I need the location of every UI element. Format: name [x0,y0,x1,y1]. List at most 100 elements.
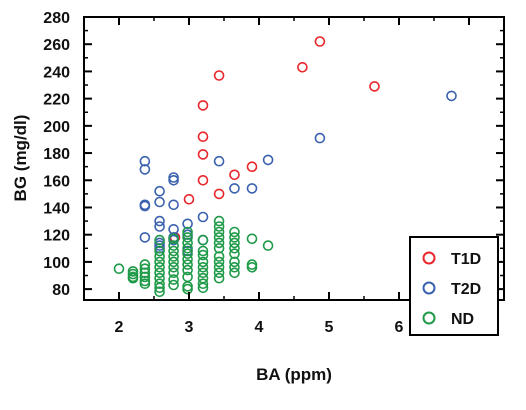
y-tick-label: 200 [43,119,70,136]
data-point-t2d [246,183,258,194]
data-point-nd [246,261,258,273]
data-point-t2d [197,211,209,223]
data-point-t2d [168,199,179,211]
data-point-nd [229,248,240,259]
data-point-nd [182,226,193,238]
data-point-t2d [139,232,151,243]
data-point-nd [168,251,179,262]
data-point-nd [154,282,165,294]
data-point-nd [139,259,151,270]
data-point-nd [182,243,193,254]
y-tick-label: 100 [43,255,70,272]
data-point-nd [154,267,165,279]
y-tick-label: 260 [43,37,70,54]
data-point-nd [154,261,165,273]
data-point-nd [213,256,225,268]
y-tick-label: 240 [43,64,70,81]
data-point-t1d [197,175,209,186]
data-point-nd [229,232,240,243]
y-tick-label: 280 [43,10,70,27]
data-point-nd [213,237,225,249]
data-point-nd [182,283,193,295]
y-tick-label: 80 [52,282,70,299]
data-point-t1d [213,188,225,200]
data-point-nd [127,272,139,284]
legend-label-nd: ND [451,311,474,328]
x-tick-label: 2 [115,319,124,336]
data-point-t2d [139,200,151,212]
data-point-t2d [262,154,274,166]
legend-label-t2d: T2D [451,281,481,298]
data-point-nd [197,249,209,261]
data-point-t2d [139,164,151,175]
data-point-nd [168,267,179,279]
data-point-nd [154,256,165,268]
data-point-nd [197,267,209,279]
data-point-t2d [154,196,165,208]
data-point-nd [168,240,179,251]
axis-ticks [83,16,505,300]
x-tick-label: 3 [185,319,194,336]
y-axis-title: BG (mg/dl) [11,115,30,202]
y-tick-label: 220 [43,92,70,109]
data-point-nd [213,267,225,279]
data-point-t1d [246,161,258,172]
data-point-t1d [197,149,209,160]
data-point-nd [213,261,225,273]
data-point-t1d [197,131,209,142]
data-point-nd [197,278,209,290]
data-point-nd [213,251,225,262]
data-point-t2d [168,172,179,183]
data-point-nd [213,232,225,243]
data-point-t2d [182,218,193,230]
data-point-t1d [183,194,195,205]
data-point-nd [213,272,225,284]
data-point-nd [182,253,193,265]
x-axis-title: BA (ppm) [256,365,332,384]
data-point-nd [139,271,151,283]
data-point-t1d [314,36,326,47]
data-point-nd [154,234,165,246]
data-point-nd [197,261,209,273]
data-point-nd [168,261,179,273]
data-point-nd [229,243,240,254]
data-point-nd [262,240,274,251]
data-point-t2d [446,90,457,102]
axis-tick-labels: 23456780100120140160180200220240260280 [43,10,473,336]
data-point-t1d [297,62,308,73]
data-point-nd [168,256,179,268]
data-point-nd [197,234,209,246]
data-point-nd [113,263,125,275]
data-point-nd [168,274,179,285]
data-point-nd [154,251,165,262]
x-tick-label: 6 [395,319,404,336]
legend-label-t1d: T1D [451,251,481,268]
data-point-t1d [229,169,240,181]
y-tick-label: 180 [43,146,70,163]
data-point-nd [182,237,193,249]
data-point-t2d [213,155,225,167]
series-t1d [169,36,380,243]
data-point-t2d [229,183,240,194]
data-point-nd [168,233,179,245]
data-point-nd [154,286,165,298]
data-point-nd [229,256,240,268]
data-point-nd [246,233,258,245]
data-point-t1d [213,70,225,81]
series-t2d [139,90,457,257]
data-point-nd [154,278,165,290]
data-point-nd [168,245,179,257]
x-tick-label: 4 [255,319,264,336]
legend-marker-t2d [422,281,436,295]
data-point-t1d [369,81,380,92]
data-point-t1d [197,100,209,111]
y-tick-label: 140 [43,200,70,217]
data-point-nd [229,226,240,238]
data-point-t2d [154,215,165,227]
series-nd [113,215,274,298]
data-point-nd [213,221,225,232]
data-point-nd [229,267,240,279]
data-point-t2d [139,155,151,167]
data-point-nd [139,263,151,275]
